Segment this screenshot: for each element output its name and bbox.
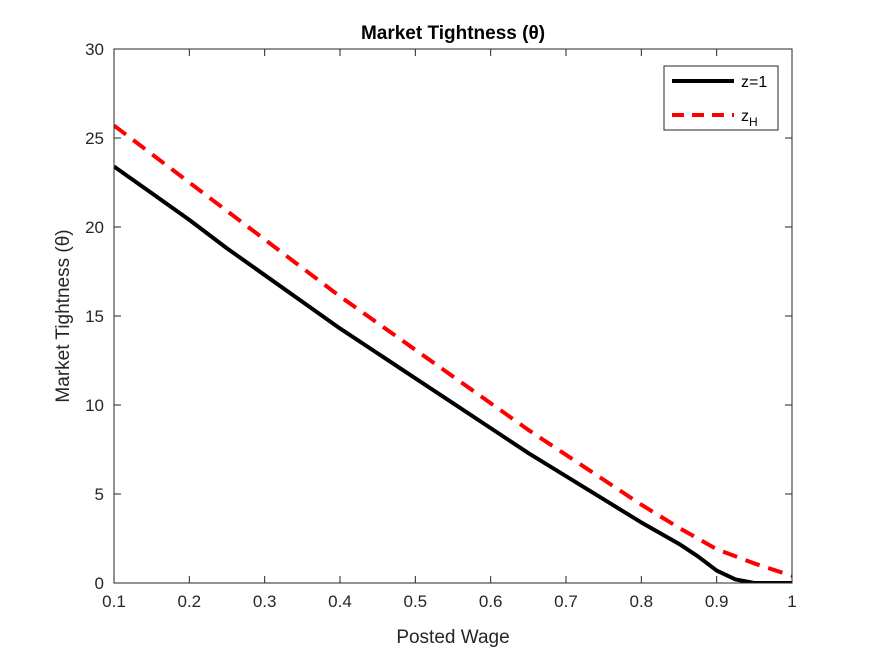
x-tick-label: 0.5 [404, 592, 428, 611]
x-axis-label: Posted Wage [396, 627, 509, 648]
legend-label-zh-sub: H [749, 115, 758, 129]
series-line-z1 [114, 164, 792, 583]
x-tick-label: 0.2 [178, 592, 202, 611]
y-tick-label: 5 [95, 485, 104, 504]
legend: z=1 zH [663, 65, 779, 131]
x-tick-label: 1 [787, 592, 796, 611]
legend-box [663, 65, 779, 131]
y-tick-label: 25 [85, 129, 104, 148]
y-tick-label: 15 [85, 307, 104, 326]
y-tick-label: 30 [85, 40, 104, 59]
legend-label-z1: z=1 [741, 74, 767, 91]
x-tick-label: 0.6 [479, 592, 503, 611]
y-tick-label: 0 [95, 574, 104, 593]
x-tick-label: 0.1 [102, 592, 126, 611]
series-layer [114, 123, 792, 583]
y-tick-label: 10 [85, 396, 104, 415]
x-tick-label: 0.4 [328, 592, 352, 611]
legend-label-z1-main: z=1 [741, 74, 767, 91]
series-line-zh [114, 123, 792, 578]
x-tick-label: 0.3 [253, 592, 277, 611]
x-tick-label: 0.8 [630, 592, 654, 611]
plot-area [114, 49, 792, 583]
y-axis-label: Market Tightness (θ) [53, 229, 74, 402]
x-tick-label: 0.9 [705, 592, 729, 611]
legend-label-zh-main: z [741, 108, 749, 125]
legend-label-zh: zH [741, 108, 758, 129]
y-tick-label: 20 [85, 218, 104, 237]
x-tick-label: 0.7 [554, 592, 578, 611]
chart-title: Market Tightness (θ) [361, 23, 545, 44]
